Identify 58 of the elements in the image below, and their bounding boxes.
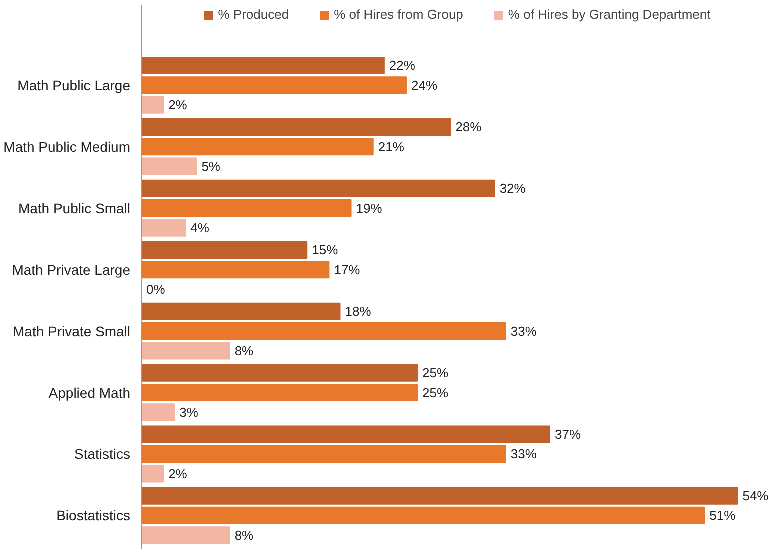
data-label: 28%	[456, 120, 482, 135]
bar	[142, 384, 418, 402]
legend-label: % Produced	[218, 7, 290, 22]
legend-label: % of Hires by Granting Department	[508, 7, 711, 22]
bar	[142, 118, 452, 136]
data-label: 2%	[168, 466, 188, 482]
data-label: 3%	[180, 404, 199, 420]
bar	[142, 506, 706, 524]
y-tick-label: Math Private Small	[13, 323, 130, 340]
y-tick-label: Applied Math	[48, 384, 130, 401]
bar	[142, 445, 506, 464]
bar	[142, 302, 341, 320]
data-label: 32%	[500, 181, 526, 196]
data-label: 51%	[710, 508, 736, 524]
data-label: 2%	[168, 98, 188, 113]
bar	[142, 76, 407, 94]
bar	[142, 404, 176, 422]
data-label: 54%	[742, 488, 770, 504]
data-label: 33%	[510, 446, 538, 462]
bar	[142, 180, 496, 198]
y-tick-label: Biostatistics	[56, 508, 131, 524]
bar	[142, 261, 330, 279]
bar	[142, 526, 230, 544]
y-tick-label: Math Public Small	[18, 200, 131, 216]
data-label: 18%	[345, 304, 372, 320]
data-label: 8%	[234, 343, 254, 358]
bar	[142, 200, 352, 218]
bar	[142, 322, 506, 340]
bar	[142, 241, 308, 259]
y-tick-label: Math Private Large	[12, 262, 131, 278]
data-label: 22%	[389, 58, 416, 74]
bar	[142, 138, 374, 156]
bar	[142, 158, 198, 176]
data-label: 15%	[312, 242, 339, 258]
data-label: 17%	[334, 262, 361, 278]
data-label: 24%	[411, 78, 438, 93]
data-label: 4%	[190, 220, 210, 236]
data-label: 33%	[510, 324, 538, 339]
bar	[142, 487, 738, 505]
data-label: 37%	[555, 427, 582, 442]
data-label: 19%	[356, 200, 383, 216]
bar	[142, 219, 186, 237]
bar	[142, 342, 230, 360]
bar	[142, 364, 418, 382]
bar	[142, 96, 164, 114]
data-label: 25%	[422, 366, 449, 381]
legend-label: % of Hires from Group	[334, 7, 464, 22]
y-tick-label: Math Public Large	[18, 77, 131, 94]
data-label: 0%	[146, 282, 166, 297]
data-label: 25%	[422, 385, 449, 400]
bar	[142, 426, 551, 444]
y-tick-label: Math Public Medium	[4, 138, 130, 155]
bar	[142, 465, 164, 483]
data-label: 8%	[234, 528, 254, 543]
bar	[142, 56, 385, 75]
y-tick-label: Statistics	[74, 446, 130, 462]
data-label: 5%	[202, 159, 221, 174]
data-label: 21%	[378, 139, 405, 154]
